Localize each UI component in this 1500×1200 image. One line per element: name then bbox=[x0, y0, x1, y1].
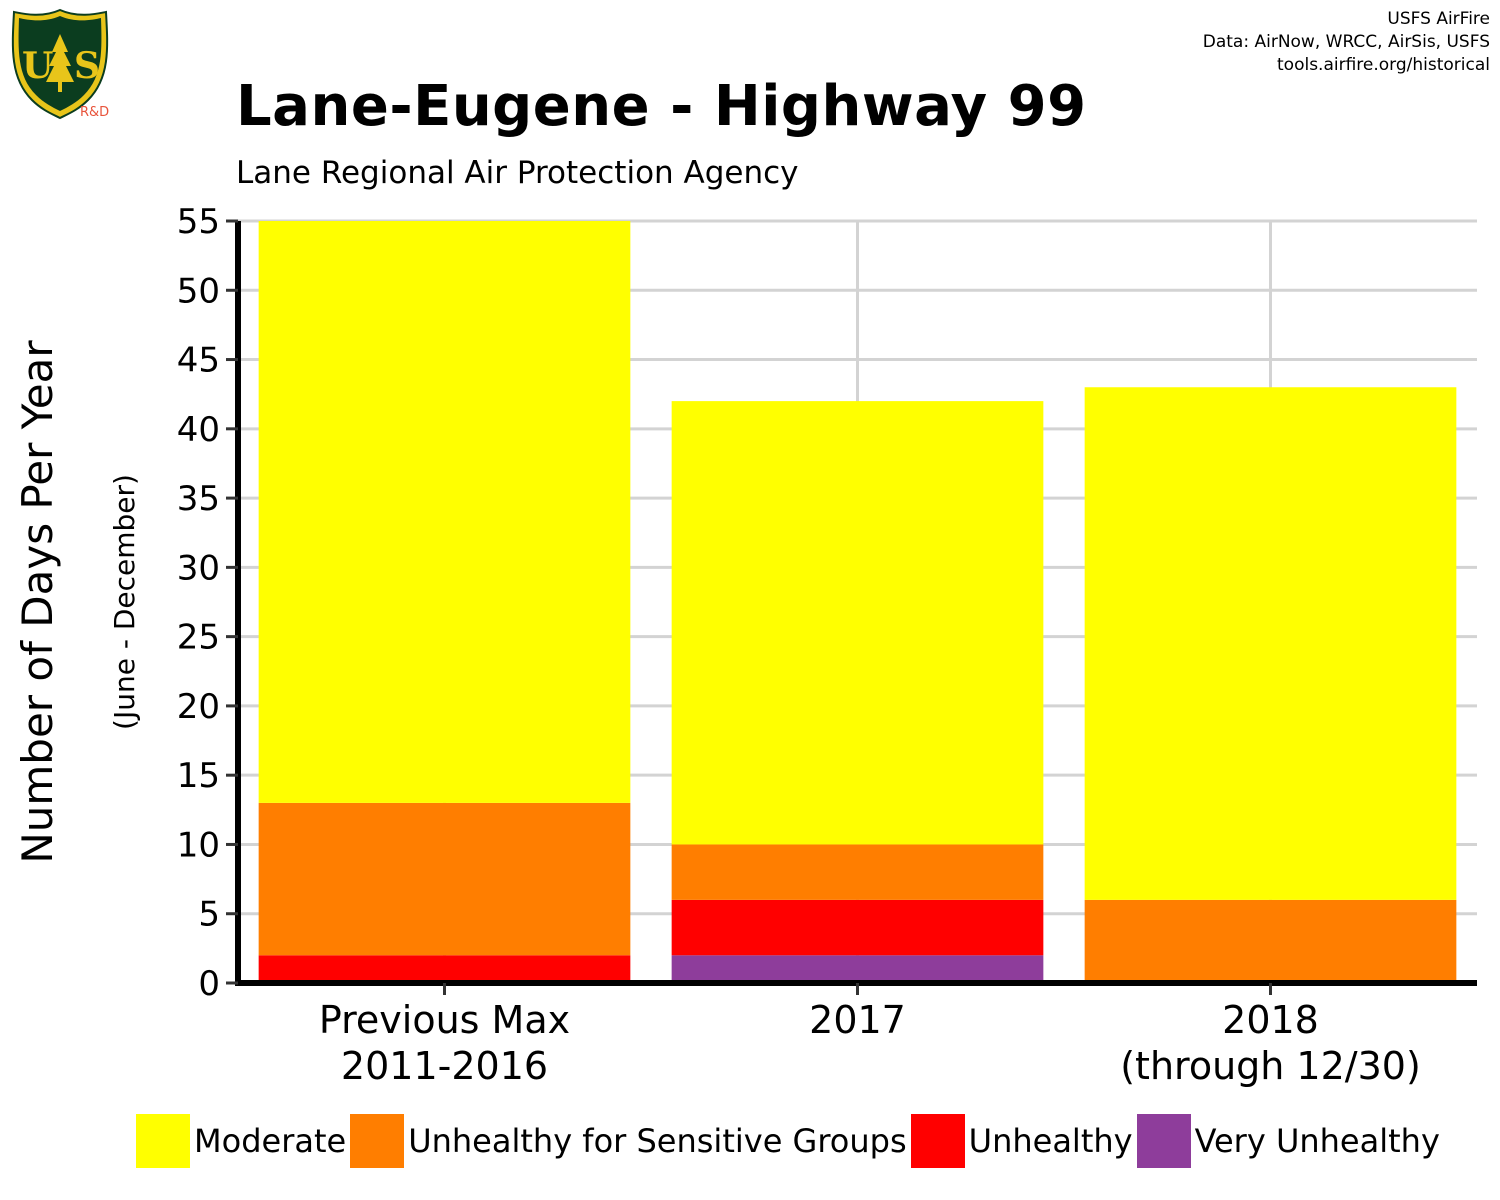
x-tick-label-line: 2011-2016 bbox=[341, 1044, 548, 1088]
x-tick-label-line: (through 12/30) bbox=[1120, 1044, 1421, 1088]
credit-line: tools.airfire.org/historical bbox=[1277, 55, 1490, 75]
x-tick-label: 2017 bbox=[809, 998, 906, 1042]
usfs-shield-logo: U S R&D bbox=[11, 8, 109, 120]
bar-segment bbox=[671, 899, 1044, 956]
x-tick-label-line: 2018 bbox=[1222, 998, 1319, 1042]
legend: Moderate Unhealthy for Sensitive Groups Un… bbox=[136, 1114, 1444, 1168]
y-tick-label: 15 bbox=[177, 756, 220, 796]
y-tick-label: 45 bbox=[177, 341, 220, 381]
bar-segment bbox=[258, 955, 631, 983]
credit-line: Data: AirNow, WRCC, AirSis, USFS bbox=[1202, 32, 1490, 52]
y-tick-label: 50 bbox=[177, 271, 220, 311]
bar-segment bbox=[671, 844, 1044, 900]
legend-swatch bbox=[910, 1114, 965, 1168]
x-tick-label: Previous Max 2011-2016 bbox=[319, 998, 570, 1088]
y-tick-label: 5 bbox=[198, 895, 220, 935]
legend-label: Very Unhealthy bbox=[1194, 1122, 1440, 1160]
legend-item: Very Unhealthy bbox=[1136, 1114, 1440, 1168]
credits-block: USFS AirFire Data: AirNow, WRCC, AirSis,… bbox=[1203, 8, 1490, 77]
y-tick-label: 0 bbox=[198, 964, 220, 1004]
bar-segment bbox=[258, 802, 631, 956]
legend-swatch bbox=[136, 1114, 190, 1168]
legend-item: Unhealthy for Sensitive Groups bbox=[350, 1114, 907, 1168]
chart-title: Lane-Eugene - Highway 99 bbox=[236, 74, 1087, 139]
x-tick-label-line: Previous Max bbox=[319, 998, 570, 1042]
y-tick-label: 35 bbox=[177, 479, 220, 519]
credit-line: USFS AirFire bbox=[1387, 9, 1490, 29]
bar-segment bbox=[1084, 899, 1457, 983]
bar-segment bbox=[671, 955, 1044, 983]
logo-letters-s: S bbox=[74, 45, 100, 87]
bar-segment bbox=[258, 221, 631, 803]
bar-segment bbox=[671, 401, 1044, 845]
y-tick-label: 10 bbox=[177, 825, 220, 865]
legend-item: Moderate bbox=[136, 1114, 346, 1168]
y-axis-sublabel: (June - December) bbox=[108, 474, 141, 730]
logo-tag: R&D bbox=[80, 105, 109, 120]
legend-label: Unhealthy for Sensitive Groups bbox=[408, 1122, 907, 1160]
y-tick-label: 20 bbox=[177, 687, 220, 727]
x-tick-label-line: 2017 bbox=[809, 998, 906, 1042]
y-tick-label: 55 bbox=[177, 202, 220, 242]
legend-item: Unhealthy bbox=[910, 1114, 1133, 1168]
y-tick-label: 25 bbox=[177, 618, 220, 658]
bar-segment bbox=[1084, 387, 1457, 900]
tree-icon bbox=[46, 34, 74, 92]
y-tick-label: 30 bbox=[177, 548, 220, 588]
legend-swatch bbox=[350, 1114, 405, 1168]
legend-label: Moderate bbox=[194, 1122, 347, 1160]
y-axis-label: Number of Days Per Year bbox=[13, 340, 62, 864]
x-tick-label: 2018 (through 12/30) bbox=[1120, 998, 1421, 1088]
legend-label: Unhealthy bbox=[968, 1122, 1133, 1160]
legend-swatch bbox=[1136, 1114, 1191, 1168]
y-tick-label: 40 bbox=[177, 410, 220, 450]
chart-subtitle: Lane Regional Air Protection Agency bbox=[236, 155, 799, 191]
